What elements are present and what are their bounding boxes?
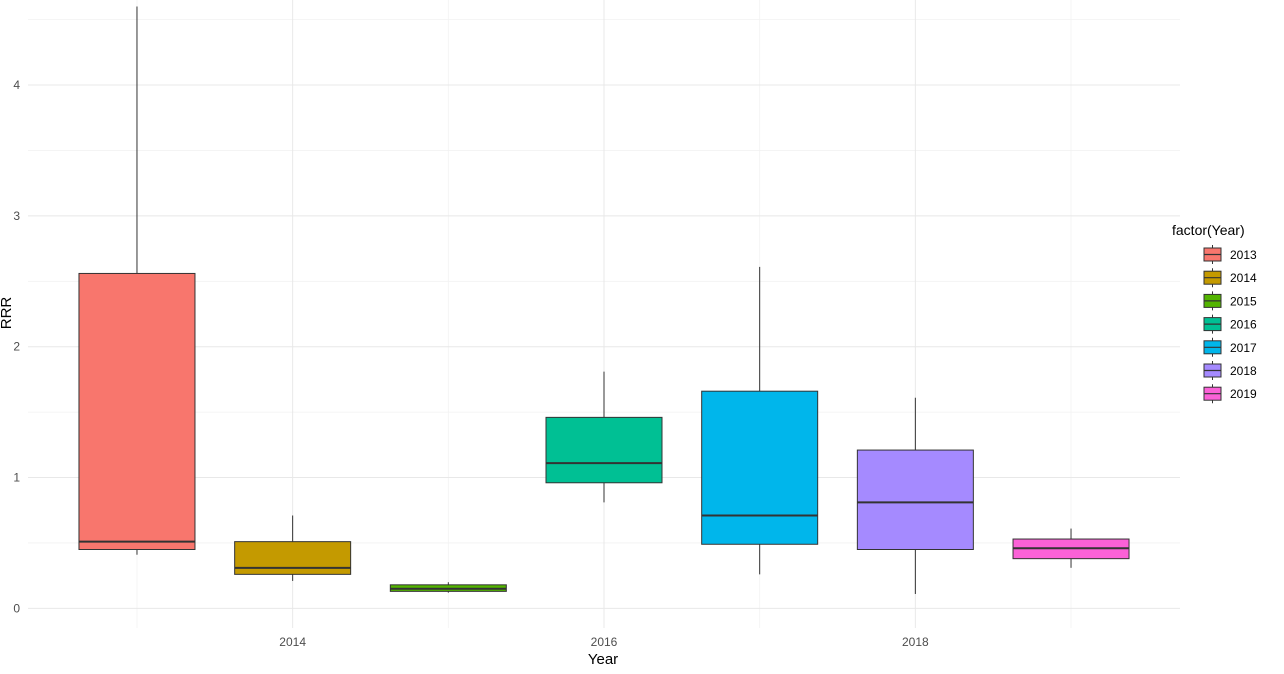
y-axis-title: RRR — [0, 297, 15, 330]
major-gridlines — [28, 0, 1180, 628]
legend-item-2014: 2014 — [1203, 268, 1257, 288]
box-rect — [701, 390, 819, 545]
legend-label: 2015 — [1230, 294, 1257, 308]
x-axis-ticks: 2014 2016 2018 — [279, 635, 929, 649]
box-2018 — [856, 397, 974, 594]
box-2015 — [389, 582, 507, 593]
box-2016 — [545, 371, 663, 503]
y-tick-label: 1 — [13, 471, 20, 485]
y-tick-label: 2 — [13, 340, 20, 354]
y-tick-label: 0 — [13, 601, 20, 615]
y-axis-ticks: 0 1 2 3 4 — [13, 78, 20, 615]
x-tick-label: 2014 — [279, 635, 306, 649]
legend-label: 2013 — [1230, 248, 1257, 262]
x-tick-label: 2018 — [902, 635, 929, 649]
legend-item-2017: 2017 — [1203, 337, 1257, 357]
box-2014 — [234, 515, 352, 581]
box-2019 — [1012, 528, 1130, 568]
box-2017 — [701, 266, 819, 575]
box-rect — [545, 416, 663, 484]
legend-label: 2016 — [1230, 318, 1257, 332]
legend-items: 2013 2014 2015 2016 2017 2018 2019 — [1203, 245, 1257, 404]
y-tick-label: 4 — [13, 78, 20, 92]
legend-title: factor(Year) — [1172, 222, 1245, 238]
x-axis-title: Year — [588, 651, 618, 668]
legend-label: 2014 — [1230, 271, 1257, 285]
y-tick-label: 3 — [13, 209, 20, 223]
legend-item-2016: 2016 — [1203, 314, 1257, 334]
box-rect — [856, 449, 974, 551]
legend-item-2013: 2013 — [1203, 245, 1257, 264]
legend-label: 2017 — [1230, 341, 1257, 355]
x-tick-label: 2016 — [591, 635, 618, 649]
box-rect — [78, 272, 196, 550]
legend-label: 2018 — [1230, 364, 1257, 378]
box-series — [78, 6, 1130, 594]
legend-label: 2019 — [1230, 387, 1257, 401]
box-rect — [234, 541, 352, 575]
legend-item-2018: 2018 — [1203, 361, 1257, 380]
box-2013 — [78, 6, 196, 555]
legend-item-2019: 2019 — [1203, 384, 1257, 404]
legend-item-2015: 2015 — [1203, 291, 1257, 311]
legend: factor(Year) 201320142015201620172018201… — [1172, 222, 1257, 404]
